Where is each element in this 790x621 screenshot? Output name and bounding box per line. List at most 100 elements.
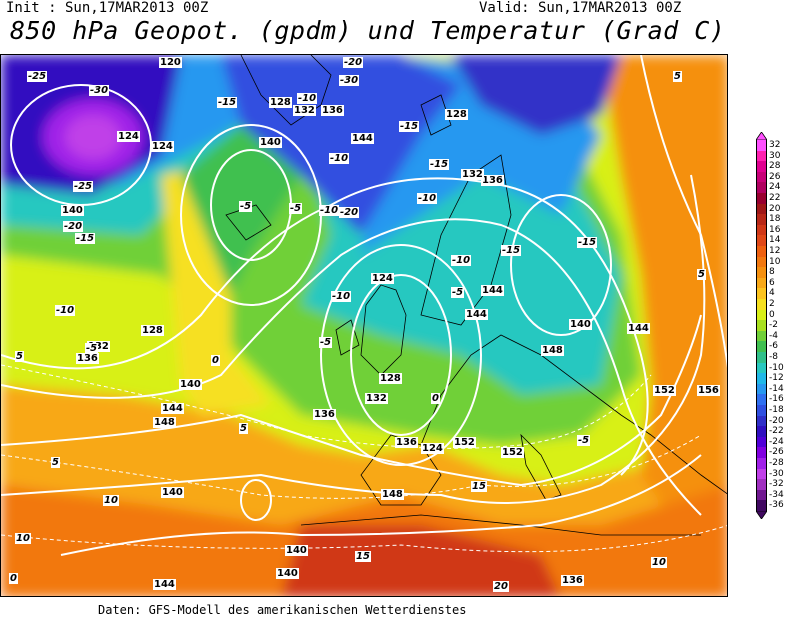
temperature-label: -30 <box>339 75 360 86</box>
temperature-label: 0 <box>211 355 220 366</box>
valid-time: Valid: Sun,17MAR2013 00Z <box>479 0 682 16</box>
legend-swatch <box>756 426 767 438</box>
legend-swatch <box>756 224 767 236</box>
coast-europe <box>420 334 727 495</box>
geopotential-label: 128 <box>269 97 292 108</box>
geopotential-label: 152 <box>501 447 524 458</box>
legend-swatch <box>756 309 767 321</box>
legend-swatch <box>756 468 767 480</box>
geopotential-label: 144 <box>627 323 650 334</box>
temperature-label: -20 <box>343 57 364 68</box>
legend-swatch <box>756 500 767 512</box>
temperature-label: -5 <box>319 337 333 348</box>
legend-label: 4 <box>769 288 775 299</box>
geopotential-label: 140 <box>285 545 308 556</box>
temperature-label: -5 <box>451 287 465 298</box>
legend-swatch <box>756 182 767 194</box>
legend-label: 14 <box>769 235 781 246</box>
legend-label: 32 <box>769 140 781 150</box>
temperature-label: -30 <box>89 85 110 96</box>
temp-band-iberia-yellow <box>161 165 271 415</box>
geopotential-label: 128 <box>445 109 468 120</box>
legend-arrow-down-icon <box>756 511 767 519</box>
geopotential-label: 144 <box>351 133 374 144</box>
legend-label: 24 <box>769 182 781 193</box>
legend-swatch <box>756 246 767 258</box>
legend-swatch <box>756 140 767 152</box>
temperature-label: 10 <box>103 495 119 506</box>
legend-label: -26 <box>769 447 784 458</box>
geopotential-label: 132 <box>365 393 388 404</box>
temperature-label: -15 <box>501 245 522 256</box>
legend-arrow-up-icon <box>756 132 767 140</box>
legend-swatch <box>756 193 767 205</box>
temperature-label: 10 <box>651 557 667 568</box>
temperature-label: 5 <box>51 457 60 468</box>
isotherms <box>1 364 727 553</box>
coast-africa <box>300 514 701 536</box>
temperature-label: -5 <box>577 435 591 446</box>
geopotential-label: 136 <box>561 575 584 586</box>
map-canvas <box>1 55 727 596</box>
geopotential-label: 132 <box>461 169 484 180</box>
geopotential-label: 124 <box>421 443 444 454</box>
contour-148 <box>1 174 706 504</box>
geopotential-label: 148 <box>381 489 404 500</box>
coast-uk <box>360 284 407 376</box>
legend-label: -28 <box>769 458 784 468</box>
coastlines <box>225 55 727 536</box>
legend-swatch <box>756 362 767 374</box>
temperature-label: -5 <box>85 343 99 354</box>
legend-swatch <box>756 489 767 501</box>
legend-label: -20 <box>769 415 784 426</box>
legend-swatch <box>756 383 767 395</box>
legend-label: 28 <box>769 161 781 172</box>
legend-label: -24 <box>769 436 784 447</box>
geopotential-label: 128 <box>141 325 164 336</box>
geopotential-label: 136 <box>481 175 504 186</box>
temperature-label: 5 <box>697 269 706 280</box>
legend-swatch <box>756 405 767 417</box>
temperature-label: 0 <box>431 393 440 404</box>
legend-label: 2 <box>769 299 775 309</box>
temperature-label: -10 <box>329 153 350 164</box>
temperature-label: 5 <box>239 423 248 434</box>
temperature-label: 15 <box>471 481 487 492</box>
legend-label: -12 <box>769 373 784 384</box>
data-source-footer: Daten: GFS-Modell des amerikanischen Wet… <box>98 603 467 617</box>
contour-low-uk-outer <box>320 244 482 466</box>
legend-label: 10 <box>769 256 781 267</box>
geopotential-label: 136 <box>313 409 336 420</box>
legend-label: 30 <box>769 150 781 161</box>
temperature-label: -10 <box>417 193 438 204</box>
temp-core-pink <box>65 115 121 159</box>
temperature-label: -20 <box>339 207 360 218</box>
legend-swatch <box>756 330 767 342</box>
temperature-label: -5 <box>289 203 303 214</box>
temperature-label: -10 <box>331 291 352 302</box>
legend-swatch <box>756 256 767 268</box>
legend-label: 18 <box>769 214 781 225</box>
contour-156 <box>640 55 727 368</box>
legend-swatch <box>756 267 767 279</box>
geopotential-label: 140 <box>276 568 299 579</box>
geopotential-label: 152 <box>453 437 476 448</box>
legend-label: 12 <box>769 246 781 256</box>
geopotential-label: 140 <box>259 137 282 148</box>
legend-swatch <box>756 352 767 364</box>
legend-label: 26 <box>769 171 781 182</box>
legend-swatch <box>756 203 767 215</box>
temperature-label: -5 <box>239 201 253 212</box>
legend-swatch <box>756 288 767 300</box>
geopotential-label: 132 <box>87 341 110 352</box>
legend-label: -6 <box>769 341 778 352</box>
coast-spitsbergen <box>420 94 452 136</box>
legend-label: -16 <box>769 394 784 405</box>
legend-label: -18 <box>769 405 784 415</box>
isotherm-10 <box>1 525 727 553</box>
legend-label: 8 <box>769 267 775 278</box>
isotherm-0 <box>1 364 652 449</box>
legend-label: -22 <box>769 426 784 437</box>
legend-label: -8 <box>769 352 778 362</box>
geopotential-label: 140 <box>61 205 84 216</box>
